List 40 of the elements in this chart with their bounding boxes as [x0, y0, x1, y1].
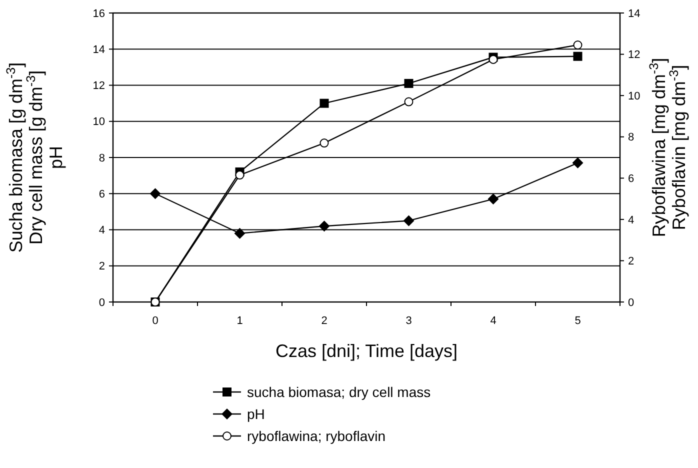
y2-tick-label: 4 [628, 214, 634, 226]
y2-tick-label: 14 [628, 8, 640, 20]
x-tick-label: 1 [236, 315, 243, 327]
x-tick-label: 5 [574, 315, 581, 327]
point [403, 215, 414, 226]
point [320, 138, 329, 148]
y-tick-label: 14 [92, 44, 105, 56]
legend-label: pH [247, 406, 265, 422]
y2-tick-label: 12 [628, 49, 640, 62]
point [235, 170, 244, 180]
y2-tick-label: 6 [628, 172, 634, 185]
point [488, 194, 499, 205]
y-tick-label: 4 [98, 224, 105, 237]
y2-tick-label: 10 [628, 90, 640, 102]
y-tick-label: 0 [98, 296, 105, 309]
y-tick-label: 6 [98, 188, 105, 200]
y2-tick-label: 0 [628, 296, 634, 309]
y-tick-label: 16 [92, 8, 105, 20]
point [573, 52, 582, 61]
x-axis-title: Czas [dni]; Time [days] [275, 341, 458, 361]
legend-label: ryboflawina; ryboflavin [247, 428, 386, 444]
point [318, 220, 330, 232]
x-tick-label: 2 [321, 315, 328, 327]
legend-label: sucha biomasa; dry cell mass [247, 384, 431, 400]
point [404, 97, 414, 106]
point [573, 40, 582, 50]
x-tick-label: 4 [490, 315, 496, 327]
y2-tick-label: 8 [628, 132, 634, 144]
y2-tick-label: 2 [628, 256, 634, 268]
point [404, 78, 414, 88]
y-tick-label: 8 [98, 152, 105, 164]
point [150, 188, 161, 200]
y-tick-label: 10 [92, 116, 105, 128]
y-tick-label: 12 [92, 80, 105, 92]
y-tick-label: 2 [98, 260, 105, 273]
point [234, 228, 246, 239]
point [320, 98, 329, 108]
point [572, 157, 584, 168]
x-tick-label: 0 [152, 315, 158, 327]
x-tick-label: 3 [406, 315, 412, 327]
